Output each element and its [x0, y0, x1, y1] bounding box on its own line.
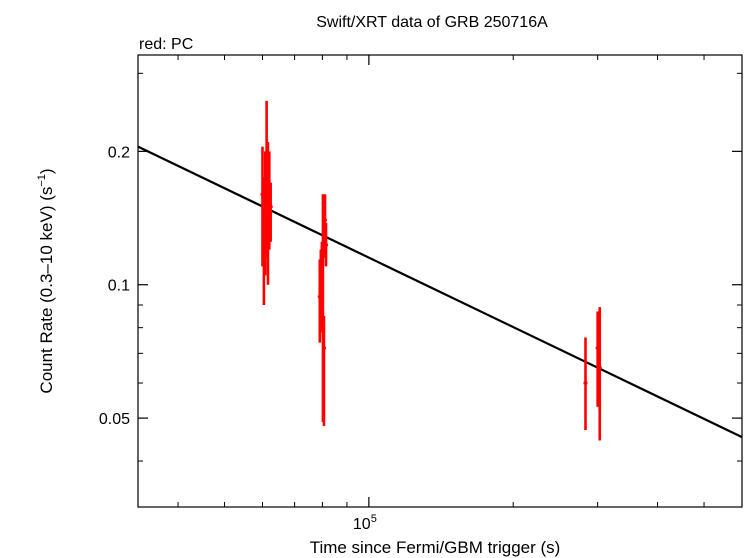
- data-point: [597, 307, 602, 441]
- y-tick-label: 0.1: [108, 278, 130, 295]
- x-tick-label-base: 10: [353, 516, 371, 533]
- fit-line: [137, 145, 743, 439]
- data-point: [324, 222, 329, 267]
- y-tick-label: 0.2: [108, 144, 130, 161]
- data-point: [321, 315, 326, 426]
- y-axis-label: Count Rate (0.3–10 keV) (s−1): [36, 168, 56, 393]
- x-axis-label: Time since Fermi/GBM trigger (s): [310, 538, 561, 557]
- x-tick-label: 105: [353, 513, 377, 533]
- y-tick-label: 0.05: [99, 411, 130, 428]
- y-axis-label-end: ): [37, 168, 56, 174]
- x-tick-label-exp: 5: [371, 513, 377, 525]
- data-point: [583, 337, 588, 431]
- y-axis-label-sup: −1: [36, 174, 48, 187]
- y-axis-label-main: Count Rate (0.3–10 keV) (s: [37, 187, 56, 394]
- chart-subtitle: red: PC: [139, 36, 193, 53]
- chart-title: Swift/XRT data of GRB 250716A: [316, 14, 548, 31]
- plot-frame: [137, 54, 743, 508]
- data-point: [268, 182, 273, 242]
